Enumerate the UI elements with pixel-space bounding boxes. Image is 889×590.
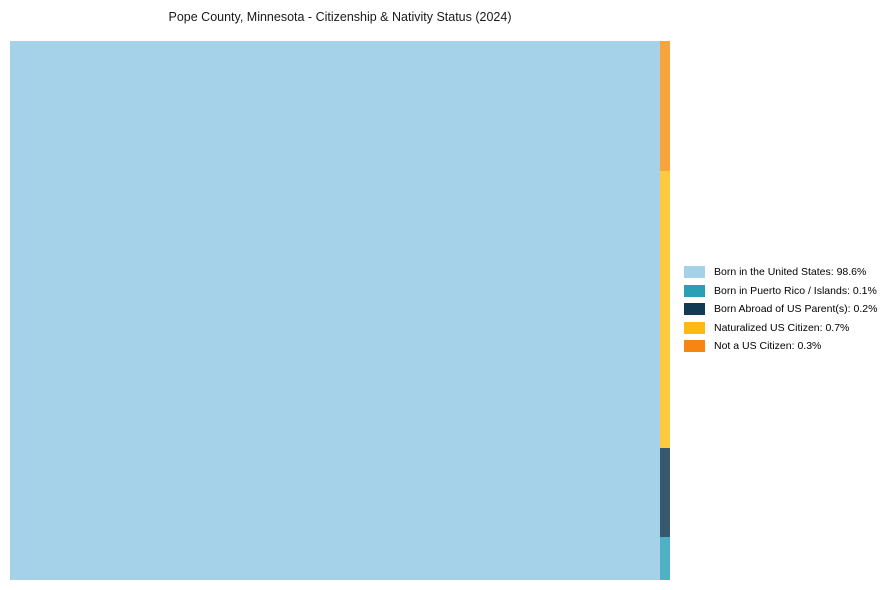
legend-label: Born Abroad of US Parent(s): 0.2% bbox=[714, 303, 878, 315]
legend-item: Born in Puerto Rico / Islands: 0.1% bbox=[684, 284, 877, 297]
legend-label: Not a US Citizen: 0.3% bbox=[714, 340, 822, 352]
legend-label: Born in Puerto Rico / Islands: 0.1% bbox=[714, 284, 877, 297]
tile-naturalized-us-citizen bbox=[660, 171, 670, 448]
legend-swatch bbox=[684, 340, 705, 352]
tile-born-in-united-states bbox=[10, 41, 660, 580]
legend-item: Born Abroad of US Parent(s): 0.2% bbox=[684, 303, 877, 315]
chart-title: Pope County, Minnesota - Citizenship & N… bbox=[168, 10, 512, 24]
legend-item: Born in the United States: 98.6% bbox=[684, 266, 877, 278]
treemap-plot bbox=[10, 41, 670, 580]
tile-born-abroad-us-parents bbox=[660, 448, 670, 537]
legend-swatch bbox=[684, 321, 705, 334]
tile-not-a-us-citizen bbox=[660, 41, 670, 171]
legend-swatch bbox=[684, 284, 705, 297]
legend: Born in the United States: 98.6% Born in … bbox=[684, 266, 877, 352]
legend-label: Naturalized US Citizen: 0.7% bbox=[714, 321, 850, 334]
legend-item: Naturalized US Citizen: 0.7% bbox=[684, 321, 877, 334]
tile-born-in-puerto-rico bbox=[660, 537, 670, 580]
legend-swatch bbox=[684, 303, 705, 315]
legend-swatch bbox=[684, 266, 705, 278]
legend-label: Born in the United States: 98.6% bbox=[714, 266, 867, 278]
legend-item: Not a US Citizen: 0.3% bbox=[684, 340, 877, 352]
